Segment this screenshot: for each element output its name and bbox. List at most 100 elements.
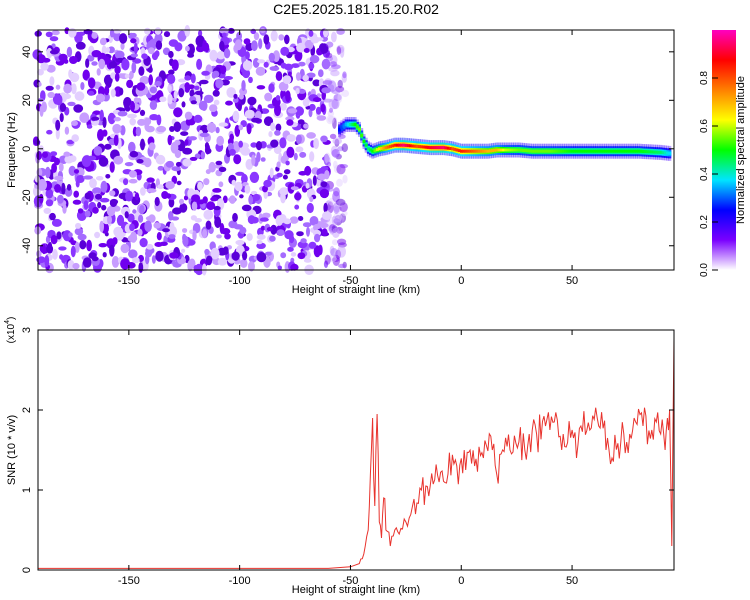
heatmap-noise-cell	[75, 41, 86, 50]
heatmap-noise-cell	[97, 201, 102, 209]
heatmap-noise-cell	[43, 207, 52, 214]
heatmap-noise-cell	[55, 127, 60, 140]
heatmap-noise-cell	[86, 239, 92, 252]
heatmap-noise-cell	[322, 211, 332, 221]
heatmap-noise-cell	[79, 240, 87, 250]
heatmap-noise-cell	[141, 53, 148, 60]
heatmap-noise-cell	[222, 195, 228, 204]
heatmap-noise-cell	[258, 38, 263, 50]
heatmap-noise-cell	[287, 71, 292, 76]
heatmap-noise-cell	[324, 254, 331, 265]
spectrogram-x-axis-label: Height of straight line (km)	[292, 284, 420, 296]
heatmap-noise-cell	[99, 197, 110, 203]
heatmap-noise-cell	[139, 205, 145, 215]
heatmap-noise-cell	[91, 116, 100, 121]
heatmap-noise-cell	[341, 143, 348, 153]
heatmap-noise-cell	[155, 250, 164, 262]
heatmap-noise-cell	[169, 252, 179, 259]
heatmap-noise-cell	[124, 73, 130, 79]
heatmap-noise-cell	[99, 220, 104, 233]
heatmap-noise-cell	[315, 37, 324, 42]
heatmap-noise-cell	[110, 88, 116, 98]
heatmap-ridge-cell	[371, 149, 375, 153]
heatmap-ridge-cell	[488, 149, 492, 153]
heatmap-noise-cell	[270, 224, 277, 235]
heatmap-noise-cell	[113, 155, 124, 165]
heatmap-noise-cell	[109, 28, 115, 38]
heatmap-noise-cell	[104, 85, 110, 96]
heatmap-ridge-cell	[380, 146, 384, 150]
heatmap-noise-cell	[70, 245, 76, 258]
heatmap-ridge-cell	[519, 148, 523, 152]
heatmap-noise-cell	[212, 188, 222, 193]
heatmap-noise-cell	[262, 212, 271, 219]
heatmap-noise-cell	[308, 30, 314, 37]
heatmap-noise-cell	[233, 93, 238, 99]
heatmap-noise-cell	[203, 178, 210, 186]
heatmap-ridge-cell	[366, 147, 370, 151]
heatmap-noise-cell	[225, 100, 233, 106]
heatmap-ridge-cell	[599, 149, 603, 153]
heatmap-noise-cell	[71, 83, 77, 95]
heatmap-noise-cell	[109, 190, 116, 197]
heatmap-noise-cell	[45, 188, 54, 199]
heatmap-noise-cell	[316, 115, 327, 121]
heatmap-ridge-cell	[544, 149, 548, 153]
heatmap-noise-cell	[85, 58, 90, 68]
heatmap-noise-cell	[208, 161, 216, 173]
heatmap-ridge-cell	[502, 148, 506, 152]
heatmap-noise-cell	[119, 33, 128, 44]
heatmap-ridge-cell	[484, 149, 488, 153]
heatmap-ridge-cell	[473, 149, 477, 153]
colorbar-tick-label: 0.4	[699, 167, 710, 181]
heatmap-noise-cell	[112, 237, 118, 245]
heatmap-noise-cell	[133, 42, 138, 55]
heatmap-noise-cell	[197, 181, 203, 191]
heatmap-ridge-cell	[437, 146, 441, 150]
heatmap-noise-cell	[270, 139, 279, 148]
heatmap-noise-cell	[323, 28, 329, 38]
heatmap-noise-cell	[226, 87, 236, 98]
heatmap-noise-cell	[87, 54, 95, 62]
heatmap-noise-cell	[154, 50, 160, 58]
heatmap-ridge-cell	[499, 148, 503, 152]
heatmap-noise-cell	[248, 194, 254, 205]
heatmap-noise-cell	[82, 69, 90, 81]
heatmap-noise-cell	[342, 174, 348, 184]
heatmap-ridge-cell	[666, 151, 670, 155]
heatmap-ridge-cell	[612, 149, 616, 153]
heatmap-noise-cell	[290, 186, 299, 191]
heatmap-noise-cell	[111, 60, 116, 68]
heatmap-noise-cell	[296, 42, 306, 53]
snr-y-multiplier-base: (x10	[6, 323, 17, 343]
heatmap-noise-cell	[239, 226, 247, 235]
heatmap-noise-cell	[117, 110, 128, 117]
heatmap-noise-cell	[242, 68, 251, 79]
heatmap-ridge-cell	[477, 149, 481, 153]
heatmap-ridge-cell	[537, 149, 541, 153]
heatmap-ridge-cell	[643, 150, 647, 154]
heatmap-noise-cell	[234, 181, 243, 192]
heatmap-noise-cell	[121, 58, 130, 71]
heatmap-noise-cell	[50, 234, 58, 245]
heatmap-noise-cell	[221, 32, 227, 38]
heatmap-ridge-cell	[462, 149, 466, 153]
heatmap-noise-cell	[91, 61, 98, 66]
heatmap-ridge-cell	[510, 148, 514, 152]
heatmap-noise-cell	[114, 72, 120, 82]
colorbar-tick-label: 0.8	[699, 71, 710, 85]
spectrogram-y-tick-label: -40	[21, 238, 33, 254]
heatmap-noise-cell	[321, 58, 331, 70]
heatmap-ridge-cell	[468, 149, 472, 153]
heatmap-ridge-cell	[648, 150, 652, 154]
heatmap-ridge-cell	[526, 149, 530, 153]
heatmap-noise-cell	[127, 213, 135, 223]
heatmap-ridge-cell	[402, 143, 406, 147]
heatmap-ridge-cell	[497, 148, 501, 152]
heatmap-noise-cell	[308, 103, 316, 111]
heatmap-ridge-cell	[550, 149, 554, 153]
heatmap-noise-cell	[223, 76, 233, 80]
heatmap-noise-cell	[98, 156, 109, 167]
heatmap-noise-cell	[220, 65, 227, 75]
heatmap-noise-cell	[147, 66, 153, 73]
